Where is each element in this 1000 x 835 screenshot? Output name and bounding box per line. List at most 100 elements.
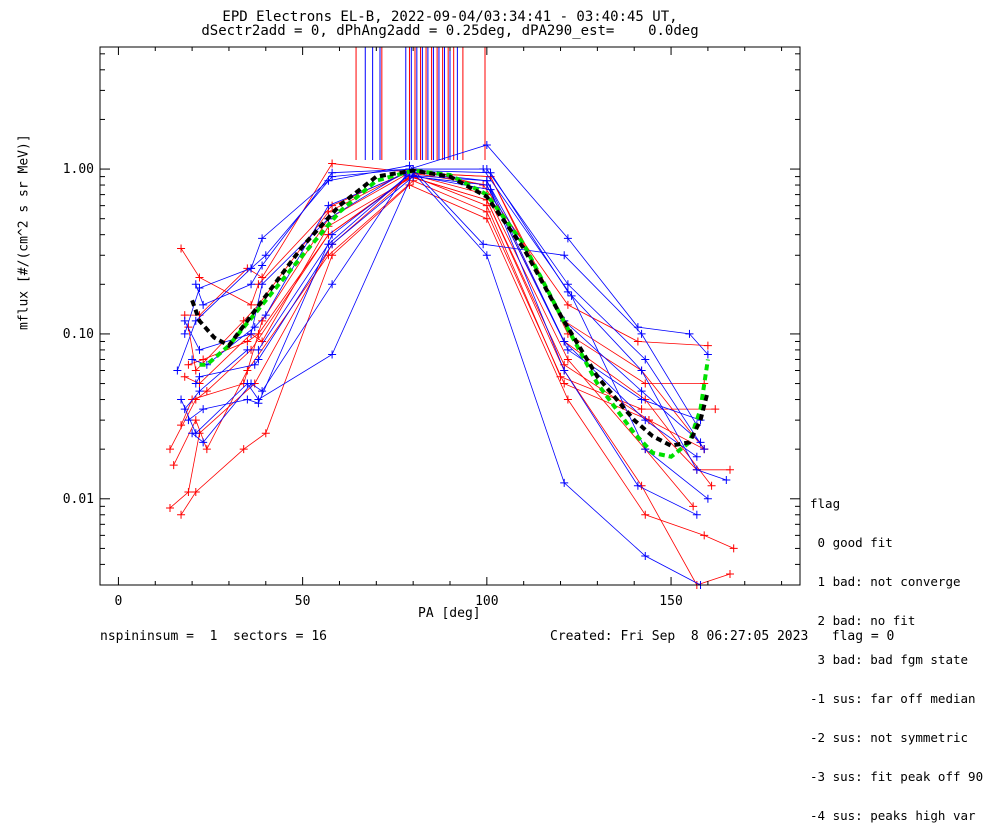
data-point-10-6 (482, 140, 491, 149)
chart-title-line2: dSectr2add = 0, dPhAng2add = 0.25deg, dP… (201, 23, 699, 39)
data-point-7-1 (191, 366, 200, 375)
data-point-1-9 (689, 502, 698, 511)
data-point-17-4 (324, 201, 333, 210)
data-point-15-9 (696, 438, 705, 447)
data-point-9-0 (184, 360, 193, 369)
data-point-11-1 (195, 283, 204, 292)
data-point-11-8 (637, 329, 646, 338)
series-line-15 (191, 174, 701, 443)
data-point-6-8 (641, 379, 650, 388)
data-point-8-7 (556, 372, 565, 381)
data-point-18-7 (563, 345, 572, 354)
data-point-8-0 (180, 372, 189, 381)
data-point-19-6 (486, 185, 495, 194)
data-point-15-2 (247, 379, 256, 388)
data-point-4-9 (707, 481, 716, 490)
data-point-12-4 (328, 350, 337, 359)
data-point-14-1 (195, 387, 204, 396)
x-tick-label-2: 100 (475, 594, 498, 609)
data-point-7-0 (184, 323, 193, 332)
data-point-19-7 (560, 366, 569, 375)
data-point-9-2 (243, 337, 252, 346)
data-point-2-2 (202, 445, 211, 454)
data-point-14-8 (637, 366, 646, 375)
data-point-14-6 (486, 168, 495, 177)
data-point-14-0 (180, 405, 189, 414)
data-point-18-5 (409, 172, 418, 181)
data-point-18-0 (191, 379, 200, 388)
series-line-0 (169, 176, 731, 586)
data-point-13-9 (700, 445, 709, 454)
series-line-6 (184, 163, 705, 385)
data-point-11-2 (247, 264, 256, 273)
data-point-15-4 (328, 280, 337, 289)
data-point-9-3 (254, 329, 263, 338)
data-point-0-0 (166, 503, 174, 512)
data-point-6-4 (328, 159, 337, 168)
data-point-13-8 (641, 355, 650, 364)
series-line-2 (173, 180, 705, 466)
x-axis-label: PA [deg] (418, 606, 481, 621)
data-point-18-8 (637, 395, 646, 404)
legend-item-3: 3 bad: bad fgm state (810, 652, 969, 667)
data-point-15-1 (199, 438, 208, 447)
data-point-3-6 (482, 214, 491, 223)
data-point-4-0 (177, 421, 186, 430)
data-point-14-7 (563, 287, 572, 296)
data-point-17-7 (560, 337, 569, 346)
data-point-12-6 (482, 251, 491, 260)
data-point-16-4 (328, 168, 337, 177)
data-point-17-2 (250, 323, 259, 332)
data-point-1-2 (202, 387, 211, 396)
data-point-5-2 (247, 300, 256, 309)
data-point-7-7 (563, 300, 572, 309)
data-point-2-7 (560, 379, 569, 388)
data-point-19-0 (184, 416, 193, 425)
data-point-16-3 (258, 261, 267, 270)
legend-item-0: 0 good fit (810, 535, 893, 550)
data-point-15-0 (188, 429, 197, 438)
data-point-3-2 (239, 445, 248, 454)
data-point-3-8 (641, 510, 650, 519)
data-point-18-4 (328, 240, 337, 249)
data-point-9-1 (199, 355, 208, 364)
data-point-3-0 (177, 510, 186, 519)
legend-item-6: -3 sus: fit peak off 90 (810, 769, 984, 784)
data-point-17-8 (641, 416, 650, 425)
data-point-18-3 (254, 355, 263, 364)
series-line-9 (188, 176, 730, 471)
data-point-13-2 (247, 329, 256, 338)
series-line-8 (184, 176, 716, 410)
data-point-3-9 (700, 531, 709, 540)
data-point-2-0 (169, 461, 178, 470)
flag-legend: flag 0 good fit 1 bad: not converge 2 ba… (810, 471, 983, 835)
data-point-5-1 (195, 273, 204, 282)
data-point-18-1 (195, 372, 204, 381)
footer-right: Created: Fri Sep 8 06:27:05 2023 flag = … (550, 629, 895, 644)
x-tick-label-3: 150 (659, 594, 682, 609)
data-point-11-0 (180, 329, 189, 338)
data-point-10-9 (685, 329, 694, 338)
legend-item-1: 1 bad: not converge (810, 574, 961, 589)
data-point-3-10 (729, 544, 738, 553)
data-point-10-0 (173, 366, 182, 375)
series-line-11 (184, 165, 698, 426)
data-point-16-1 (199, 300, 208, 309)
legend-item-5: -2 sus: not symmetric (810, 730, 969, 745)
fit-curves (190, 168, 710, 459)
chart-title-line1: EPD Electrons EL-B, 2022-09-04/03:34:41 … (222, 9, 678, 25)
data-point-14-2 (243, 345, 252, 354)
series-line-19 (188, 174, 697, 516)
data-point-14-9 (692, 465, 701, 474)
data-point-19-4 (328, 230, 337, 239)
legend-title: flag (810, 496, 841, 511)
data-point-18-2 (250, 360, 259, 369)
series-line-4 (180, 172, 712, 486)
data-point-10-7 (563, 234, 572, 243)
data-point-13-7 (563, 280, 572, 289)
data-point-3-7 (563, 395, 572, 404)
data-point-15-8 (637, 387, 646, 396)
data-point-16-7 (567, 291, 576, 300)
data-point-10-3 (261, 251, 270, 260)
data-point-19-3 (254, 399, 263, 408)
